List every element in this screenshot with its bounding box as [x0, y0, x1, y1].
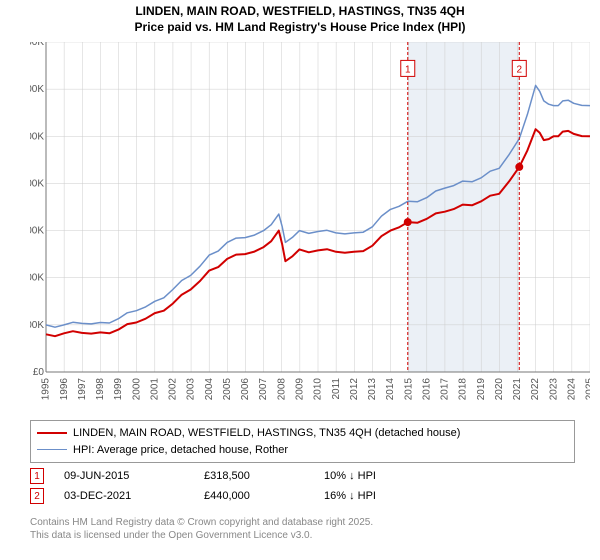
marker-date: 09-JUN-2015: [64, 470, 204, 482]
svg-text:1995: 1995: [41, 378, 52, 401]
svg-text:2024: 2024: [567, 378, 578, 401]
attribution-line1: Contains HM Land Registry data © Crown c…: [30, 516, 373, 529]
svg-text:2: 2: [516, 64, 522, 75]
attribution-text: Contains HM Land Registry data © Crown c…: [30, 516, 373, 542]
svg-text:1: 1: [405, 64, 411, 75]
svg-text:2002: 2002: [168, 378, 179, 401]
svg-text:£300K: £300K: [30, 226, 44, 237]
marker-price: £318,500: [204, 470, 324, 482]
svg-text:2022: 2022: [530, 378, 541, 401]
svg-text:2025: 2025: [585, 378, 590, 401]
svg-text:2010: 2010: [313, 378, 324, 401]
svg-text:2007: 2007: [258, 378, 269, 401]
legend-swatch: [37, 449, 67, 450]
svg-text:2004: 2004: [204, 378, 215, 401]
svg-text:£400K: £400K: [30, 178, 44, 189]
svg-text:2021: 2021: [512, 378, 523, 401]
svg-text:2008: 2008: [276, 378, 287, 401]
svg-text:£700K: £700K: [30, 42, 44, 48]
legend-item: LINDEN, MAIN ROAD, WESTFIELD, HASTINGS, …: [37, 425, 568, 442]
title-line2: Price paid vs. HM Land Registry's House …: [0, 20, 600, 36]
title-line1: LINDEN, MAIN ROAD, WESTFIELD, HASTINGS, …: [0, 4, 600, 20]
svg-text:£100K: £100K: [30, 320, 44, 331]
svg-text:£500K: £500K: [30, 131, 44, 142]
marker-delta: 16% ↓ HPI: [324, 490, 444, 502]
svg-text:2000: 2000: [131, 378, 142, 401]
legend-label: HPI: Average price, detached house, Roth…: [73, 442, 288, 459]
svg-text:2023: 2023: [548, 378, 559, 401]
attribution-line2: This data is licensed under the Open Gov…: [30, 529, 373, 542]
svg-text:1999: 1999: [113, 378, 124, 401]
marker-badge: 1: [30, 468, 44, 484]
svg-text:2001: 2001: [149, 378, 160, 401]
svg-text:2018: 2018: [458, 378, 469, 401]
svg-text:2019: 2019: [476, 378, 487, 401]
svg-text:1997: 1997: [77, 378, 88, 401]
svg-text:2012: 2012: [349, 378, 360, 401]
legend-item: HPI: Average price, detached house, Roth…: [37, 442, 568, 459]
svg-text:2016: 2016: [421, 378, 432, 401]
marker-badge: 2: [30, 488, 44, 504]
legend-label: LINDEN, MAIN ROAD, WESTFIELD, HASTINGS, …: [73, 425, 460, 442]
marker-price: £440,000: [204, 490, 324, 502]
svg-text:2003: 2003: [186, 378, 197, 401]
svg-text:2011: 2011: [331, 378, 342, 400]
chart-title: LINDEN, MAIN ROAD, WESTFIELD, HASTINGS, …: [0, 0, 600, 35]
svg-text:1996: 1996: [59, 378, 70, 401]
marker-date: 03-DEC-2021: [64, 490, 204, 502]
svg-text:2009: 2009: [295, 378, 306, 401]
svg-text:£200K: £200K: [30, 273, 44, 284]
svg-text:2020: 2020: [494, 378, 505, 401]
line-chart: £0 £100K £200K £300K £400K £500K £600K £700K 199…: [30, 42, 590, 412]
svg-text:2006: 2006: [240, 378, 251, 401]
svg-text:2005: 2005: [222, 378, 233, 401]
svg-text:2015: 2015: [403, 378, 414, 401]
svg-text:£0: £0: [33, 367, 45, 378]
marker-delta: 10% ↓ HPI: [324, 470, 444, 482]
svg-text:1998: 1998: [95, 378, 106, 401]
marker-callouts: 1 09-JUN-2015£318,50010% ↓ HPI 2 03-DEC-202…: [30, 468, 444, 508]
chart-legend: LINDEN, MAIN ROAD, WESTFIELD, HASTINGS, …: [30, 420, 575, 463]
svg-text:2014: 2014: [385, 378, 396, 401]
svg-text:£600K: £600K: [30, 84, 44, 95]
legend-swatch: [37, 432, 67, 434]
svg-text:2017: 2017: [440, 378, 451, 401]
marker-row: 2 03-DEC-2021£440,00016% ↓ HPI: [30, 488, 444, 504]
svg-text:2013: 2013: [367, 378, 378, 401]
marker-row: 1 09-JUN-2015£318,50010% ↓ HPI: [30, 468, 444, 484]
